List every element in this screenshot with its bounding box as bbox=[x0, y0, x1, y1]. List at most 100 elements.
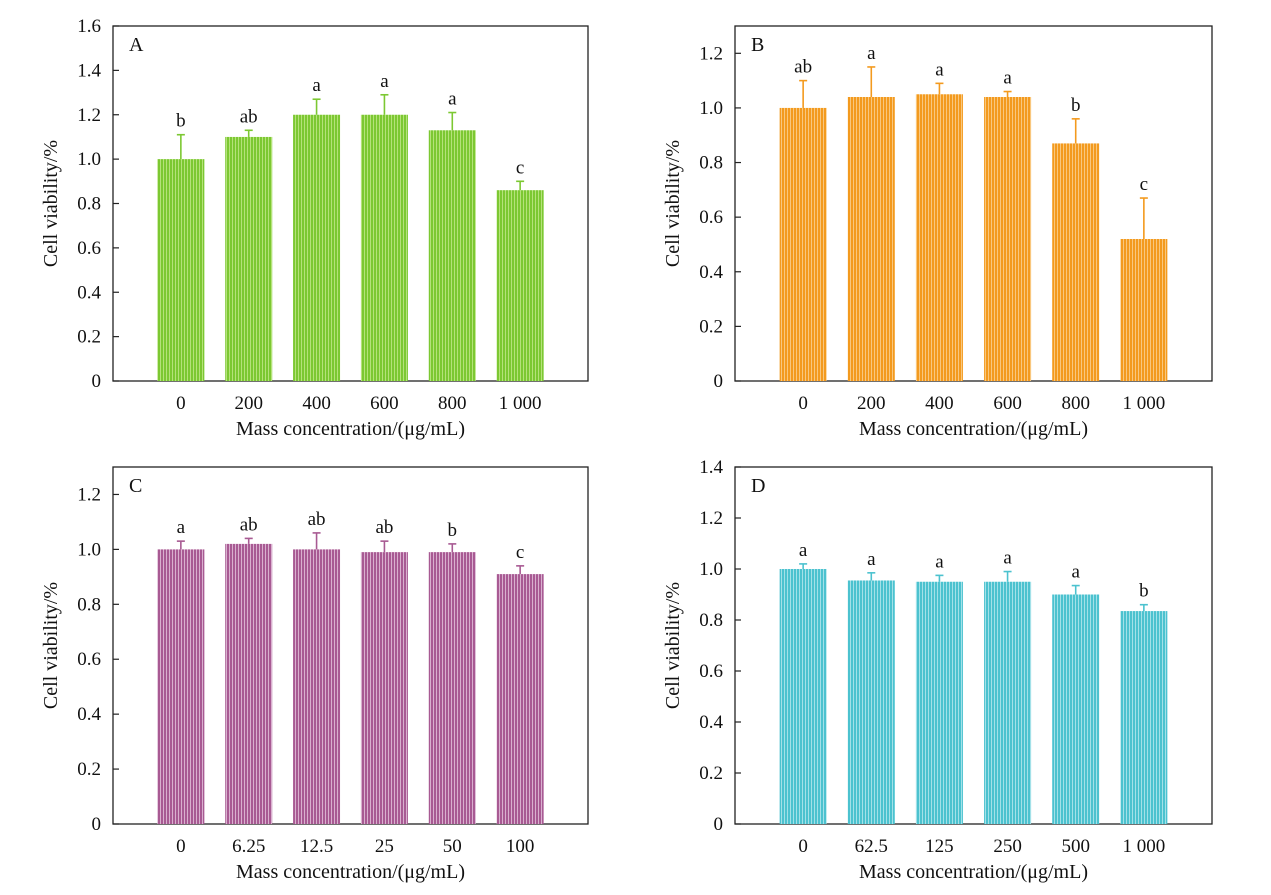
y-axis-title: Cell viability/% bbox=[40, 582, 62, 709]
x-axis-title: Mass concentration/(μg/mL) bbox=[859, 861, 1088, 883]
y-tick-label: 0.6 bbox=[699, 661, 723, 682]
y-tick-label: 0.8 bbox=[699, 153, 723, 174]
significance-label: a bbox=[1003, 68, 1012, 89]
y-tick-label: 0 bbox=[92, 371, 102, 392]
bar bbox=[915, 94, 963, 382]
y-tick-label: 0.2 bbox=[699, 763, 723, 784]
y-tick-label: 0.4 bbox=[77, 282, 101, 303]
y-tick-label: 1.0 bbox=[699, 559, 723, 580]
significance-label: a bbox=[867, 549, 876, 570]
y-tick-label: 1.4 bbox=[699, 457, 723, 478]
y-tick-label: 0.8 bbox=[77, 594, 101, 615]
y-axis-title: Cell viability/% bbox=[662, 140, 684, 267]
significance-label: ab bbox=[240, 514, 258, 535]
significance-label: a bbox=[177, 517, 186, 538]
y-tick-label: 0.4 bbox=[699, 262, 723, 283]
x-tick-label: 1 000 bbox=[499, 393, 542, 414]
y-tick-label: 0.6 bbox=[77, 649, 101, 670]
y-tick-label: 1.0 bbox=[77, 149, 101, 170]
y-axis-title: Cell viability/% bbox=[40, 140, 62, 267]
x-axis-title: Mass concentration/(μg/mL) bbox=[236, 418, 465, 440]
y-tick-label: 0.2 bbox=[77, 759, 101, 780]
bar bbox=[847, 97, 895, 381]
x-tick-label: 125 bbox=[925, 836, 954, 857]
y-tick-label: 0.4 bbox=[77, 704, 101, 725]
significance-label: b bbox=[448, 520, 458, 541]
y-tick-label: 0.6 bbox=[77, 238, 101, 259]
bar bbox=[293, 114, 341, 381]
x-tick-label: 1 000 bbox=[1122, 836, 1165, 857]
bar bbox=[360, 114, 408, 381]
x-tick-label: 62.5 bbox=[855, 836, 888, 857]
y-tick-label: 0.2 bbox=[77, 327, 101, 348]
x-tick-label: 1 000 bbox=[1122, 393, 1165, 414]
significance-label: a bbox=[867, 43, 876, 64]
y-tick-label: 0.8 bbox=[77, 194, 101, 215]
x-tick-label: 800 bbox=[1061, 393, 1090, 414]
x-tick-label: 400 bbox=[925, 393, 954, 414]
significance-label: ab bbox=[308, 509, 326, 530]
y-tick-label: 1.2 bbox=[699, 508, 723, 529]
y-tick-label: 1.0 bbox=[699, 98, 723, 119]
bar bbox=[157, 159, 205, 381]
significance-label: c bbox=[516, 542, 524, 563]
bar bbox=[496, 574, 544, 824]
x-tick-label: 50 bbox=[443, 836, 462, 857]
significance-label: b bbox=[176, 111, 186, 132]
bar bbox=[1052, 594, 1100, 824]
plot-frame bbox=[734, 466, 1213, 825]
panel-label: D bbox=[751, 475, 765, 497]
significance-label: a bbox=[380, 71, 389, 92]
significance-label: a bbox=[935, 551, 944, 572]
bar bbox=[779, 569, 827, 824]
significance-label: c bbox=[516, 157, 524, 178]
y-tick-label: 1.0 bbox=[77, 539, 101, 560]
x-tick-label: 600 bbox=[370, 393, 399, 414]
panel-c: 0 0.2 0.4 0.6 0.8 1.0 1.2 a 0 ab 6.25 ab 12.5 ab 25 b 50… bbox=[40, 466, 589, 883]
y-tick-label: 1.2 bbox=[77, 484, 101, 505]
significance-label: a bbox=[448, 89, 457, 110]
x-tick-label: 0 bbox=[798, 393, 808, 414]
x-tick-label: 500 bbox=[1061, 836, 1090, 857]
y-tick-label: 0 bbox=[92, 814, 102, 835]
panel-d: 0 0.2 0.4 0.6 0.8 1.0 1.2 1.4 a 0 a 62.5 a 125 a 250 a 50… bbox=[662, 457, 1213, 883]
x-tick-label: 200 bbox=[234, 393, 263, 414]
x-tick-label: 400 bbox=[302, 393, 331, 414]
bar bbox=[984, 97, 1032, 381]
x-tick-label: 25 bbox=[375, 836, 394, 857]
x-tick-label: 12.5 bbox=[300, 836, 333, 857]
bar bbox=[157, 549, 205, 824]
x-tick-label: 800 bbox=[438, 393, 467, 414]
significance-label: b bbox=[1071, 95, 1081, 116]
bar bbox=[225, 543, 273, 824]
bar bbox=[1052, 143, 1100, 381]
x-axis-title: Mass concentration/(μg/mL) bbox=[859, 418, 1088, 440]
bar bbox=[428, 130, 476, 381]
y-tick-label: 0 bbox=[714, 814, 724, 835]
bar bbox=[847, 580, 895, 824]
y-tick-label: 1.6 bbox=[77, 16, 101, 37]
significance-label: ab bbox=[794, 57, 812, 78]
y-tick-label: 0.8 bbox=[699, 610, 723, 631]
x-tick-label: 0 bbox=[798, 836, 808, 857]
bar bbox=[360, 552, 408, 824]
x-tick-label: 200 bbox=[857, 393, 886, 414]
significance-label: a bbox=[935, 59, 944, 80]
bar bbox=[1120, 239, 1168, 381]
plot-frame bbox=[112, 466, 589, 825]
bar bbox=[984, 581, 1032, 824]
significance-label: ab bbox=[375, 517, 393, 538]
y-tick-label: 0 bbox=[714, 371, 724, 392]
panel-label: B bbox=[751, 34, 764, 56]
x-tick-label: 0 bbox=[176, 836, 186, 857]
y-tick-label: 0.4 bbox=[699, 712, 723, 733]
significance-label: a bbox=[1003, 548, 1012, 569]
plot-frame bbox=[734, 25, 1213, 382]
x-tick-label: 0 bbox=[176, 393, 186, 414]
bar bbox=[779, 107, 827, 381]
panel-a: 0 0.2 0.4 0.6 0.8 1.0 1.2 1.4 1.6 b 0 ab 200 a 400 a 600… bbox=[40, 16, 589, 440]
x-tick-label: 6.25 bbox=[232, 836, 265, 857]
panel-b: 0 0.2 0.4 0.6 0.8 1.0 1.2 ab 0 a 200 a 400 a 600 b 800 c 1… bbox=[662, 25, 1213, 440]
bar bbox=[1120, 611, 1168, 824]
